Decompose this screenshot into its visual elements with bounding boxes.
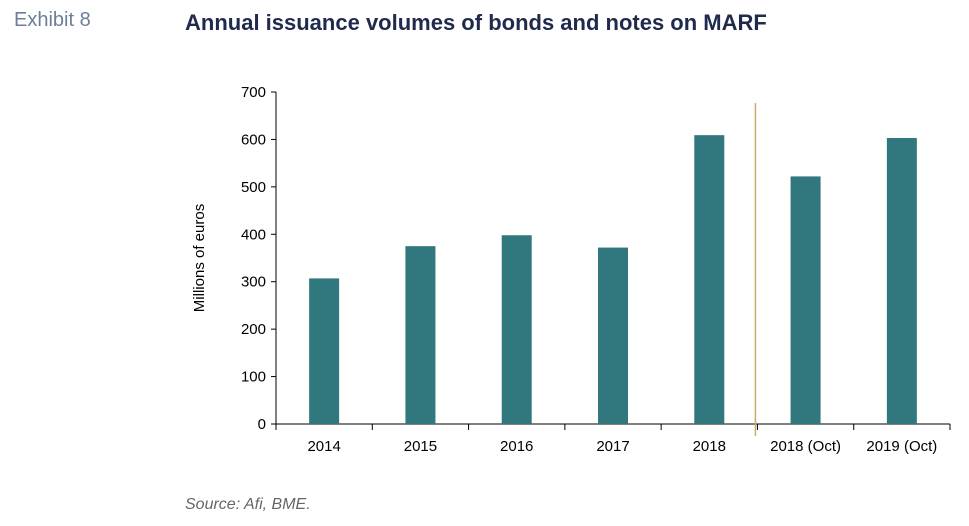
x-tick-label: 2016 — [500, 438, 533, 455]
y-axis-label: Millions of euros — [191, 204, 208, 312]
x-tick-label: 2018 — [693, 438, 726, 455]
bar — [790, 176, 821, 424]
y-tick-label: 500 — [241, 179, 266, 196]
y-tick-label: 100 — [241, 369, 266, 386]
y-tick-labels: 0 100 200 300 400 500 600 700 — [241, 84, 266, 433]
source-note: Source: Afi, BME. — [185, 496, 311, 513]
y-tick-label: 700 — [241, 84, 266, 101]
x-tick-label: 2014 — [307, 438, 340, 455]
bar — [886, 138, 917, 424]
y-tick-label: 300 — [241, 274, 266, 291]
y-tick-label: 600 — [241, 131, 266, 148]
bar — [598, 247, 628, 424]
chart-title: Annual issuance volumes of bonds and not… — [185, 10, 767, 35]
x-tick-label: 2017 — [596, 438, 629, 455]
bar — [309, 278, 340, 424]
x-tick-label: 2018 (Oct) — [770, 438, 841, 455]
x-tick-label: 2019 (Oct) — [866, 438, 937, 455]
exhibit-label: Exhibit 8 — [14, 9, 91, 31]
x-tick-labels: 2014 2015 2016 2017 2018 2018 (Oct) 2019 (Oct) — [307, 438, 937, 455]
bar — [501, 235, 532, 424]
y-tick-label: 400 — [241, 226, 266, 243]
y-tick-label: 200 — [241, 321, 266, 338]
bar — [405, 246, 436, 424]
bar — [694, 135, 725, 424]
y-tick-label: 0 — [258, 416, 266, 433]
chart-bars — [309, 135, 917, 424]
x-tick-label: 2015 — [404, 438, 437, 455]
